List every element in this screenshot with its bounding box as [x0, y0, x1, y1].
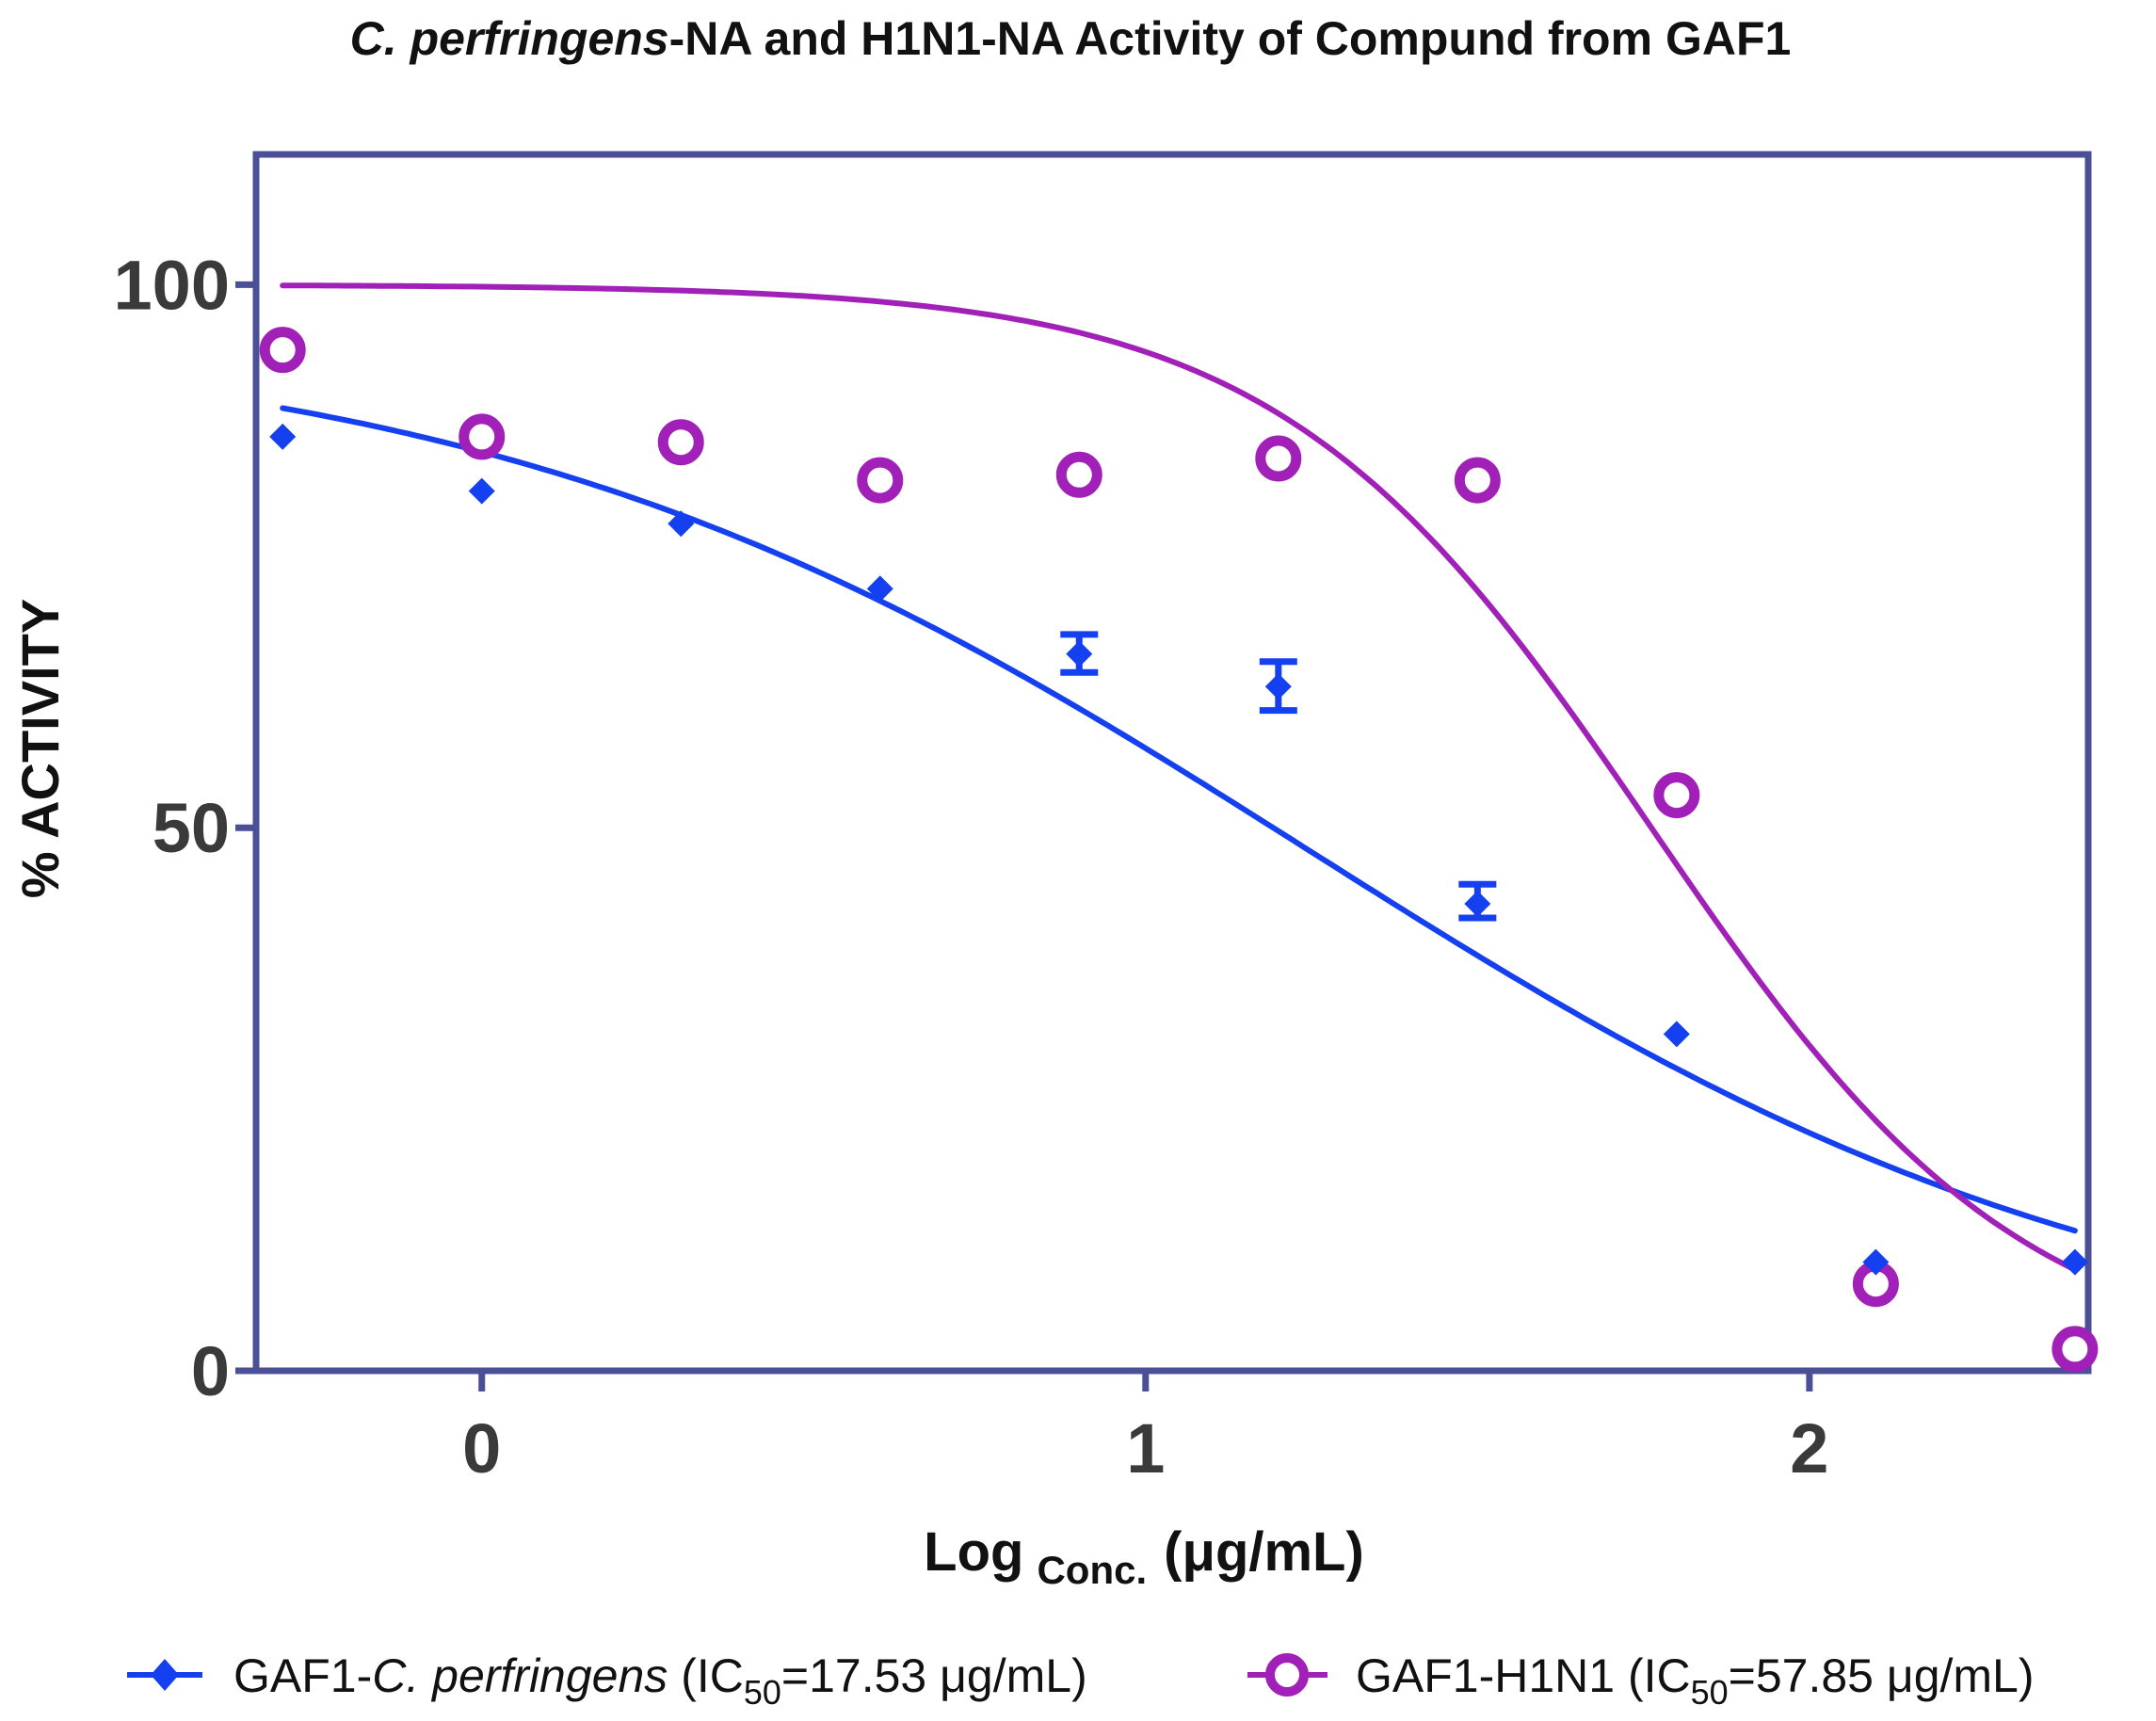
legend-h1n1-ic-value: =57.85 μg/mL) [1729, 1649, 2035, 1702]
legend-label-perfringens: GAF1-C. perfringens (IC50=17.53 μg/mL) [233, 1649, 1087, 1712]
y-axis-label: % ACTIVITY [10, 599, 70, 898]
data-point-perfringens [269, 423, 297, 450]
legend-perfringens-prefix: GAF1- [233, 1649, 372, 1702]
data-point-h1n1 [1055, 451, 1102, 498]
x-axis-label: Log Conc. (μg/mL) [924, 1521, 1364, 1592]
legend-h1n1-ic-sub: 50 [1691, 1673, 1729, 1712]
data-point-h1n1 [857, 457, 904, 504]
x-axis-label-main: Log [924, 1521, 1023, 1583]
data-point-perfringens [2061, 1248, 2088, 1276]
legend-perfringens-italic: C. perfringens [372, 1649, 668, 1702]
legend-h1n1-prefix: GAF1-H1N1 [1356, 1649, 1615, 1702]
legend-marker-perfringens [151, 1659, 179, 1691]
legend-item-perfringens: GAF1-C. perfringens (IC50=17.53 μg/mL) [127, 1649, 1087, 1712]
legend-perfringens-ic-value: =17.53 μg/mL) [781, 1649, 1087, 1702]
plot-frame [252, 151, 2092, 1375]
legend-label-h1n1: GAF1-H1N1 (IC50=57.85 μg/mL) [1356, 1649, 2035, 1712]
data-point-h1n1 [259, 327, 306, 374]
x-tick-label: 1 [1126, 1409, 1165, 1488]
data-point-h1n1 [1653, 772, 1700, 819]
data-point-h1n1 [657, 419, 704, 466]
data-point-perfringens [1663, 1021, 1690, 1048]
data-point-perfringens [1066, 640, 1093, 667]
legend-h1n1-ic-open: (IC [1615, 1649, 1691, 1702]
data-point-h1n1 [1454, 457, 1501, 504]
data-point-perfringens [1862, 1248, 1890, 1276]
y-tick-label: 0 [191, 1332, 230, 1410]
data-point-h1n1 [1255, 435, 1302, 482]
legend: GAF1-C. perfringens (IC50=17.53 μg/mL) G… [127, 1649, 2035, 1712]
y-tick-label: 100 [114, 246, 230, 324]
fit-curve-perfringens [280, 405, 2078, 1234]
fit-curve-h1n1 [280, 282, 2078, 1273]
legend-perfringens-ic-open: (IC [668, 1649, 744, 1702]
legend-item-h1n1: GAF1-H1N1 (IC50=57.85 μg/mL) [1247, 1649, 2035, 1712]
data-point-perfringens [866, 575, 893, 603]
legend-perfringens-ic-sub: 50 [744, 1673, 781, 1712]
data-markers [259, 327, 2099, 1373]
chart-title-italic: C. perfringens [350, 12, 669, 65]
fit-curves [280, 282, 2078, 1273]
x-axis-label-subscript: Conc. [1037, 1548, 1147, 1592]
data-point-perfringens [668, 510, 695, 538]
data-point-perfringens [1264, 673, 1292, 700]
x-axis-label-unit: (μg/mL) [1164, 1521, 1364, 1583]
x-axis-ticks: 0 1 2 [462, 1371, 1828, 1488]
chart-title-rest: -NA and H1N1-NA Activity of Compund from… [669, 12, 1792, 65]
data-point-h1n1 [459, 413, 506, 460]
data-point-perfringens [1464, 890, 1491, 917]
data-point-perfringens [468, 477, 495, 505]
legend-marker-h1n1 [1265, 1653, 1309, 1697]
y-axis-ticks: 0 50 100 [114, 246, 256, 1410]
x-tick-label: 0 [462, 1409, 501, 1488]
x-tick-label: 2 [1790, 1409, 1828, 1488]
chart-title: C. perfringens-NA and H1N1-NA Activity o… [350, 12, 1792, 65]
y-tick-label: 50 [153, 789, 230, 867]
data-point-h1n1 [2051, 1326, 2099, 1373]
